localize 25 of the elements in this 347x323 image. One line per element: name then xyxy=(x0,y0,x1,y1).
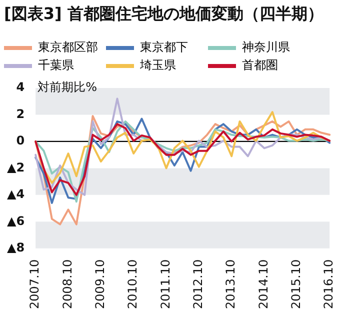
x-tick-label: 2016.10 xyxy=(322,259,336,309)
y-tick-label: ▲6 xyxy=(7,214,25,228)
y-axis-title: 対前期比% xyxy=(38,80,97,94)
y-tick-label: 0 xyxy=(16,134,25,148)
y-tick-label: ▲8 xyxy=(7,240,25,254)
x-tick-label: 2013.10 xyxy=(224,259,238,309)
x-tick-label: 2010.10 xyxy=(126,259,140,309)
legend-label: 東京都下 xyxy=(140,39,188,56)
legend-label: 東京都区部 xyxy=(38,39,98,56)
legend-label: 千葉県 xyxy=(38,57,74,74)
x-tick-label: 2012.10 xyxy=(191,259,206,309)
legend-label: 首都圏 xyxy=(242,57,278,74)
x-tick-label: 2014.10 xyxy=(256,259,270,309)
y-tick-label: ▲2 xyxy=(7,160,25,174)
y-tick-label: 2 xyxy=(16,106,25,121)
chart-title: [図表3] 首都圏住宅地の地価変動（四半期） xyxy=(3,3,324,25)
legend-label: 神奈川県 xyxy=(242,39,290,56)
legend-label: 埼玉県 xyxy=(140,57,176,74)
y-tick-label: 4 xyxy=(16,80,25,94)
x-tick-label: 2015.10 xyxy=(289,259,304,309)
x-tick-label: 2008.10 xyxy=(60,259,74,309)
x-tick-label: 2011.10 xyxy=(158,259,172,309)
x-tick-label: 2007.10 xyxy=(28,259,42,309)
x-tick-label: 2009.10 xyxy=(93,259,108,309)
y-tick-label: ▲4 xyxy=(7,187,25,202)
